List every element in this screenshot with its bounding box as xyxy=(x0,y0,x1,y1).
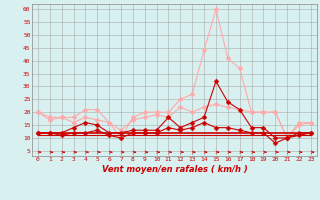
X-axis label: Vent moyen/en rafales ( km/h ): Vent moyen/en rafales ( km/h ) xyxy=(101,165,247,174)
